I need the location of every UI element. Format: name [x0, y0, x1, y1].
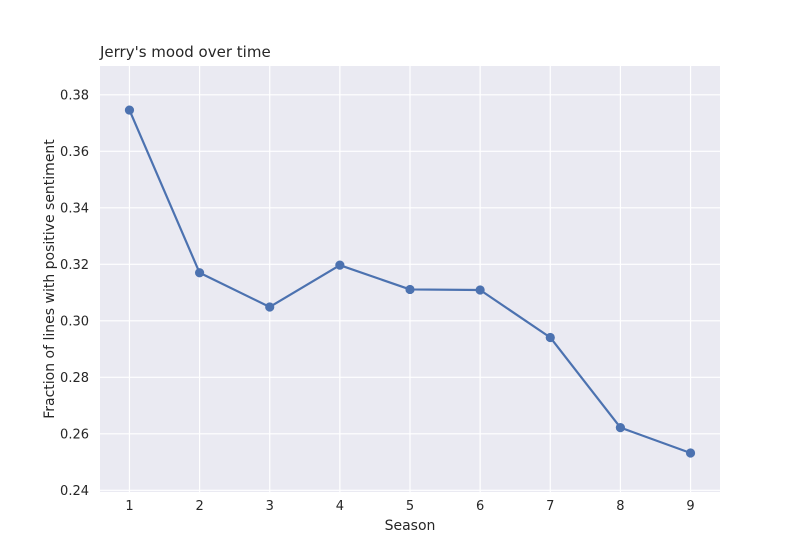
y-tick-label: 0.32	[60, 258, 89, 273]
y-tick-label: 0.24	[60, 484, 89, 499]
x-tick-label: 3	[266, 499, 274, 514]
x-axis-title: Season	[385, 518, 436, 534]
y-tick-label: 0.36	[60, 145, 89, 160]
tick-labels: 1 2 3 4 5 6 7 8 9 0.24 0.26 0.28 0.30 0.32 0.34 0.36 0.3…	[60, 88, 695, 514]
y-axis-title: Fraction of lines with positive sentimen…	[42, 139, 58, 419]
data-point	[475, 285, 485, 295]
x-tick-label: 4	[336, 499, 344, 514]
data-point	[265, 302, 275, 312]
grid-lines	[100, 66, 720, 492]
data-point	[615, 422, 626, 433]
chart-title: Jerry's mood over time	[99, 43, 271, 61]
x-tick-label: 8	[616, 499, 624, 514]
x-tick-label: 1	[125, 499, 133, 514]
x-tick-label: 5	[406, 499, 414, 514]
x-tick-label: 7	[546, 499, 554, 514]
y-tick-label: 0.34	[60, 201, 89, 216]
x-tick-label: 2	[195, 499, 203, 514]
y-tick-label: 0.28	[60, 371, 89, 386]
data-point	[405, 284, 415, 295]
series-layer	[124, 105, 696, 458]
x-tick-label: 9	[686, 499, 694, 514]
data-point	[335, 260, 345, 270]
y-tick-label: 0.30	[60, 314, 89, 329]
data-point	[124, 105, 135, 115]
data-point	[685, 448, 696, 458]
x-tick-label: 6	[476, 499, 484, 514]
y-tick-label: 0.38	[60, 88, 89, 103]
y-tick-label: 0.26	[60, 427, 89, 442]
data-point	[545, 332, 555, 343]
data-point	[194, 268, 205, 278]
